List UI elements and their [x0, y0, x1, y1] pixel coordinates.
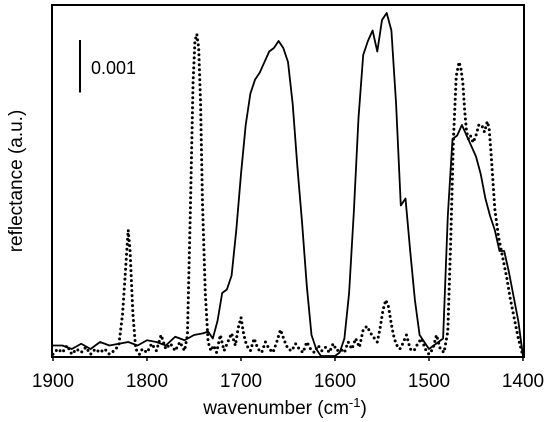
scale-bar-label: 0.001: [91, 58, 136, 78]
plot-area-frame: [51, 4, 525, 358]
x-axis-label: wavenumber (cm-1): [202, 395, 367, 419]
scale-bar: 0.001: [79, 40, 136, 93]
series-dotted-line: [51, 32, 525, 358]
series-layer: [51, 12, 525, 358]
x-tick-label: 1600: [314, 371, 356, 392]
x-axis-label-superscript: -1: [349, 395, 361, 410]
x-axis-ticks: 1900 1800 1700 1600 1500 1400: [32, 356, 544, 392]
x-axis-label-suffix: ): [360, 398, 366, 419]
x-tick-label: 1700: [220, 371, 262, 392]
x-tick-label: 1800: [126, 371, 168, 392]
y-axis-label: reflectance (a.u.): [6, 110, 27, 253]
x-tick-label: 1900: [32, 371, 74, 392]
x-axis-label-main: wavenumber (cm: [202, 398, 349, 419]
series-solid-line: [53, 12, 524, 357]
x-tick-label: 1400: [502, 371, 544, 392]
x-tick-label: 1500: [408, 371, 450, 392]
